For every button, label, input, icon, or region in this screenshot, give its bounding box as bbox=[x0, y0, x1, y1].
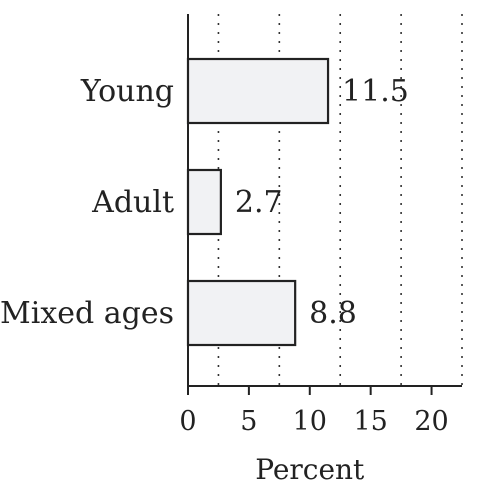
data-label-mixed-ages: 8.8 bbox=[309, 296, 357, 331]
x-tick-label-10: 10 bbox=[293, 406, 327, 437]
x-tick-label-5: 5 bbox=[240, 406, 257, 437]
data-label-adult: 2.7 bbox=[235, 185, 283, 220]
x-tick-label-0: 0 bbox=[179, 406, 196, 437]
axes bbox=[187, 14, 462, 395]
x-tick-label-15: 15 bbox=[353, 406, 387, 437]
bars bbox=[186, 57, 330, 347]
data-label-young: 11.5 bbox=[342, 74, 409, 109]
bar-mixed-ages bbox=[186, 279, 297, 347]
x-axis-title: Percent bbox=[255, 453, 365, 486]
x-tick-label-20: 20 bbox=[414, 406, 448, 437]
bar-young bbox=[186, 57, 330, 125]
bar-adult bbox=[186, 168, 222, 236]
category-label-mixed-ages: Mixed ages bbox=[0, 296, 174, 331]
category-label-adult: Adult bbox=[91, 185, 174, 220]
labels: Young 11.5 Adult 2.7 Mixed ages 8.8 0 5 10 15 20 bbox=[0, 74, 449, 437]
category-label-young: Young bbox=[80, 74, 174, 109]
